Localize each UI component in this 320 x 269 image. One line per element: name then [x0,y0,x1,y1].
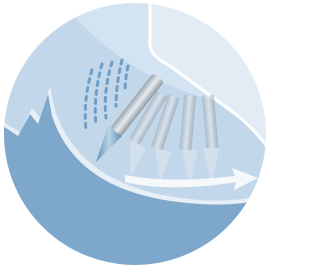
illustration [0,0,270,269]
scene [0,0,270,269]
